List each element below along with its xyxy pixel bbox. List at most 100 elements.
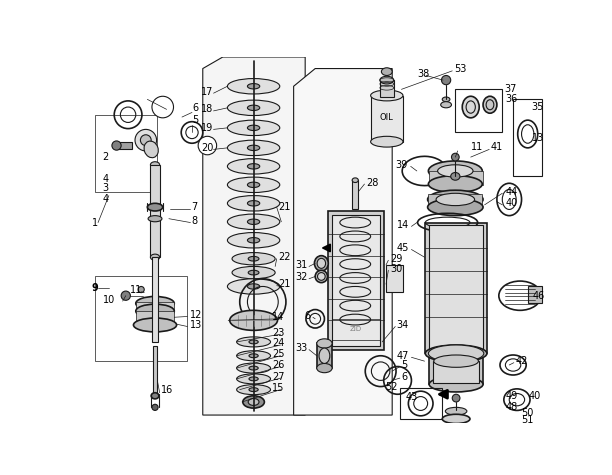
Ellipse shape xyxy=(249,388,258,391)
Ellipse shape xyxy=(429,377,483,392)
Ellipse shape xyxy=(228,120,280,135)
Ellipse shape xyxy=(136,296,174,310)
Text: 38: 38 xyxy=(417,69,429,79)
Text: 50: 50 xyxy=(521,408,533,418)
Ellipse shape xyxy=(317,363,332,373)
Ellipse shape xyxy=(228,196,280,211)
Text: 39: 39 xyxy=(395,160,408,170)
Circle shape xyxy=(198,136,217,155)
Ellipse shape xyxy=(237,351,271,361)
Bar xyxy=(429,225,483,350)
Text: 6: 6 xyxy=(192,103,198,113)
Ellipse shape xyxy=(247,105,259,111)
Ellipse shape xyxy=(249,366,258,370)
Ellipse shape xyxy=(315,256,328,271)
Text: 32: 32 xyxy=(295,272,307,282)
Ellipse shape xyxy=(237,385,271,395)
Bar xyxy=(386,265,403,292)
Ellipse shape xyxy=(228,214,280,229)
Ellipse shape xyxy=(450,172,460,180)
Bar xyxy=(528,286,542,304)
Text: 35: 35 xyxy=(531,102,544,112)
Polygon shape xyxy=(294,68,392,415)
Text: 21: 21 xyxy=(278,202,291,212)
Text: 40: 40 xyxy=(506,198,518,209)
Circle shape xyxy=(135,129,157,151)
Ellipse shape xyxy=(248,270,259,275)
Text: 11: 11 xyxy=(130,285,143,294)
Polygon shape xyxy=(203,57,305,415)
Text: 24: 24 xyxy=(272,339,285,349)
Circle shape xyxy=(114,101,142,129)
Ellipse shape xyxy=(136,304,174,318)
Bar xyxy=(153,346,157,396)
Ellipse shape xyxy=(228,78,280,94)
Circle shape xyxy=(186,126,198,139)
Text: 52: 52 xyxy=(385,381,398,391)
Ellipse shape xyxy=(428,190,483,209)
Ellipse shape xyxy=(425,345,487,362)
Ellipse shape xyxy=(247,219,259,225)
Text: 5: 5 xyxy=(192,115,198,125)
Circle shape xyxy=(152,404,158,410)
Ellipse shape xyxy=(230,310,277,330)
Text: 36: 36 xyxy=(506,95,518,104)
Bar xyxy=(328,211,384,350)
Ellipse shape xyxy=(248,399,259,406)
Text: 48: 48 xyxy=(506,402,518,412)
Text: 37: 37 xyxy=(504,85,516,95)
Ellipse shape xyxy=(380,76,394,84)
Text: 18: 18 xyxy=(201,104,214,114)
Ellipse shape xyxy=(247,284,259,289)
Ellipse shape xyxy=(442,97,450,102)
Bar xyxy=(429,353,483,384)
Ellipse shape xyxy=(133,318,177,332)
Text: 34: 34 xyxy=(397,320,409,330)
Text: 42: 42 xyxy=(515,356,528,366)
Text: 27: 27 xyxy=(272,371,285,381)
Text: 4: 4 xyxy=(103,174,109,184)
Text: 45: 45 xyxy=(397,243,409,253)
Ellipse shape xyxy=(381,68,392,76)
Ellipse shape xyxy=(318,273,325,280)
Ellipse shape xyxy=(315,270,327,283)
Ellipse shape xyxy=(151,393,159,399)
Ellipse shape xyxy=(247,125,259,131)
Ellipse shape xyxy=(144,141,159,158)
Bar xyxy=(317,343,332,368)
Bar xyxy=(428,194,482,206)
Ellipse shape xyxy=(249,377,258,381)
Text: 51: 51 xyxy=(521,416,533,426)
Bar xyxy=(352,180,358,209)
Ellipse shape xyxy=(247,182,259,188)
Text: 11: 11 xyxy=(471,142,483,152)
Bar xyxy=(95,276,187,361)
Ellipse shape xyxy=(442,414,470,424)
Ellipse shape xyxy=(243,396,264,408)
Ellipse shape xyxy=(428,161,482,181)
Ellipse shape xyxy=(228,140,280,155)
Text: 1: 1 xyxy=(92,218,98,228)
Text: 10: 10 xyxy=(103,294,115,304)
Bar xyxy=(151,165,160,257)
Ellipse shape xyxy=(249,354,258,358)
Text: 23: 23 xyxy=(272,328,285,338)
Ellipse shape xyxy=(319,348,330,363)
Ellipse shape xyxy=(446,408,467,415)
Text: 28: 28 xyxy=(366,178,378,188)
Bar xyxy=(332,215,380,346)
Circle shape xyxy=(112,141,121,150)
Ellipse shape xyxy=(228,100,280,115)
Ellipse shape xyxy=(317,339,332,348)
Circle shape xyxy=(452,394,460,402)
Bar xyxy=(425,223,487,353)
Ellipse shape xyxy=(371,90,403,101)
Ellipse shape xyxy=(148,216,162,222)
Circle shape xyxy=(152,96,174,118)
Text: 47: 47 xyxy=(397,351,409,361)
Ellipse shape xyxy=(228,177,280,192)
Text: 26: 26 xyxy=(272,360,285,370)
Ellipse shape xyxy=(441,102,452,108)
Bar xyxy=(371,95,403,142)
Text: 53: 53 xyxy=(453,64,466,74)
